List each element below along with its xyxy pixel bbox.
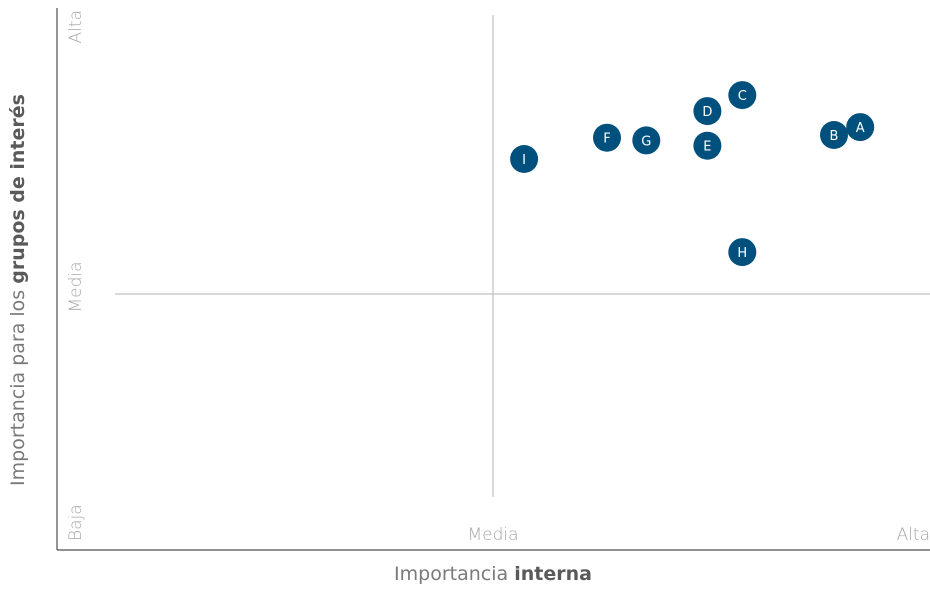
data-point-h: H — [728, 238, 757, 267]
data-point-f: F — [593, 123, 621, 152]
data-point-d: D — [693, 97, 722, 126]
x-tick-label-media: Media — [467, 525, 518, 545]
y-axis-title-bold: grupos de interés — [7, 94, 29, 284]
data-point-marker — [728, 238, 757, 267]
data-point-label: B — [830, 129, 839, 144]
data-point-a: A — [846, 113, 875, 142]
y-tick-label-alta: Alta — [66, 10, 86, 43]
x-tick-label-alta: Alta — [897, 525, 930, 545]
data-point-label: F — [603, 132, 610, 147]
data-point-marker — [728, 81, 757, 110]
x-axis-title-bold: interna — [514, 563, 592, 585]
y-axis-title-prefix: Importancia para los — [7, 284, 29, 486]
data-point-marker — [693, 97, 722, 126]
y-axis-title: Importancia para los grupos de interés — [7, 94, 29, 486]
data-point-label: A — [856, 121, 865, 136]
data-point-b: B — [820, 121, 848, 149]
data-point-i: I — [510, 145, 539, 173]
y-tick-label-baja: Baja — [66, 504, 86, 541]
data-point-label: G — [641, 134, 651, 149]
data-point-c: C — [728, 81, 757, 110]
points-layer: A B C D E F G H I — [510, 81, 875, 267]
data-point-marker — [632, 126, 661, 155]
data-point-marker — [693, 131, 722, 160]
data-point-marker — [846, 113, 875, 142]
y-tick-label-media: Media — [66, 261, 86, 312]
data-point-label: H — [737, 246, 747, 261]
data-point-e: E — [693, 131, 722, 160]
data-point-marker — [593, 123, 621, 152]
data-point-label: E — [703, 140, 711, 155]
x-axis-title: Importancia interna — [394, 563, 592, 585]
data-point-marker — [510, 145, 539, 173]
data-point-g: G — [632, 126, 661, 155]
data-point-label: C — [738, 89, 747, 104]
data-point-label: D — [702, 105, 712, 120]
data-point-label: I — [522, 153, 526, 168]
data-point-marker — [820, 121, 848, 149]
x-axis-title-prefix: Importancia — [394, 563, 514, 585]
